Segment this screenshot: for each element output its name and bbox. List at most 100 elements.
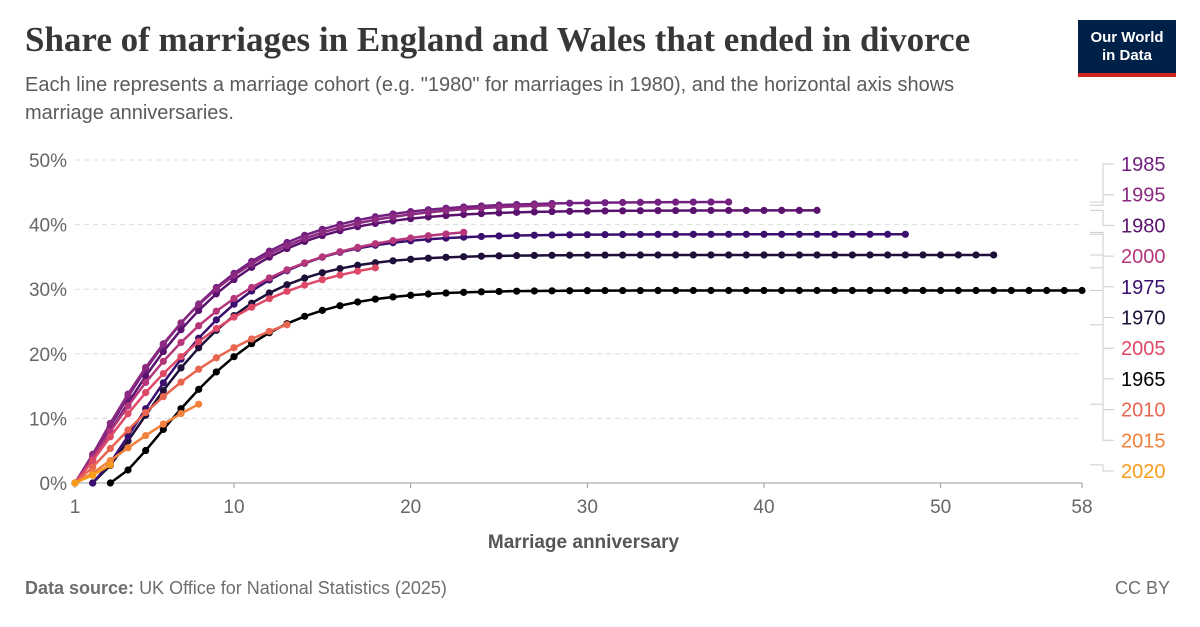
data-point — [654, 251, 662, 259]
data-source: Data source: UK Office for National Stat… — [25, 578, 447, 599]
legend-item-2020[interactable]: 2020 — [1090, 461, 1166, 483]
data-point — [195, 385, 203, 393]
data-point — [424, 254, 432, 262]
series-line-2010 — [74, 323, 288, 484]
data-point — [619, 251, 627, 259]
series-line-1985 — [73, 200, 729, 484]
legend-item-2015[interactable]: 2015 — [1090, 403, 1166, 452]
data-point — [89, 463, 97, 471]
data-point — [477, 204, 485, 212]
data-point — [778, 251, 786, 259]
data-point — [318, 276, 326, 284]
data-point — [778, 206, 786, 215]
data-point — [177, 378, 185, 386]
data-point — [778, 286, 786, 295]
data-point — [707, 251, 715, 259]
data-point — [583, 199, 591, 207]
data-point — [142, 431, 150, 440]
legend-item-1980[interactable]: 1980 — [1090, 209, 1166, 237]
data-point — [336, 248, 344, 256]
data-point — [601, 251, 609, 259]
data-point — [742, 230, 750, 238]
legend-item-1995[interactable]: 1995 — [1090, 185, 1166, 207]
data-point — [954, 286, 962, 295]
y-tick-label: 40% — [29, 216, 67, 237]
legend-connector — [1090, 403, 1114, 441]
data-point — [318, 269, 326, 277]
data-point — [389, 293, 397, 301]
data-point — [407, 291, 415, 299]
data-point — [212, 324, 220, 333]
data-point — [742, 286, 750, 295]
data-point — [177, 353, 185, 361]
data-point — [513, 231, 521, 240]
data-point — [725, 251, 733, 259]
data-point — [230, 313, 238, 321]
data-point — [230, 300, 238, 308]
y-tick-label: 0% — [40, 474, 68, 495]
owid-logo[interactable]: Our World in Data — [1078, 20, 1176, 77]
legend: 1985 1995 1980 2000 1975 1970 2005 1965 2010 2015… — [1090, 154, 1166, 483]
data-point — [89, 471, 97, 479]
data-point — [654, 286, 662, 295]
data-point — [937, 286, 945, 295]
data-point — [707, 206, 715, 215]
data-point — [831, 286, 839, 295]
data-point — [265, 250, 273, 258]
data-point — [106, 419, 114, 427]
data-point — [354, 267, 362, 275]
series-line-1965 — [109, 289, 1082, 485]
data-point — [460, 253, 468, 261]
data-point — [742, 206, 750, 215]
data-point — [283, 241, 291, 250]
data-point — [495, 252, 503, 260]
data-point — [177, 364, 185, 372]
data-point — [954, 251, 962, 259]
data-point — [283, 321, 291, 329]
data-point — [848, 286, 856, 295]
data-point — [248, 335, 256, 343]
data-point — [159, 340, 167, 348]
data-point — [583, 231, 591, 239]
data-point — [530, 251, 538, 260]
data-point — [813, 251, 821, 259]
data-point — [89, 479, 97, 487]
data-point — [619, 207, 627, 215]
data-point — [725, 286, 733, 295]
x-axis-title: Marriage anniversary — [488, 532, 680, 553]
data-point — [495, 203, 503, 211]
data-point — [212, 285, 220, 293]
data-point — [548, 231, 556, 239]
data-point — [707, 198, 715, 206]
data-point — [778, 230, 786, 238]
legend-label: 2020 — [1121, 461, 1166, 483]
data-point — [159, 420, 167, 428]
data-point — [124, 466, 132, 474]
legend-item-1985[interactable]: 1985 — [1090, 154, 1166, 203]
x-tick-label: 50 — [930, 497, 951, 518]
data-point — [371, 264, 379, 272]
data-point — [354, 243, 362, 251]
data-point — [407, 255, 415, 263]
data-point — [583, 207, 591, 215]
series-line-1970 — [91, 253, 994, 484]
data-point — [636, 198, 644, 206]
legend-connector — [1090, 233, 1114, 288]
data-point — [566, 231, 574, 239]
legend-label: 1970 — [1121, 308, 1166, 330]
data-point — [566, 199, 574, 207]
x-axis-ticks: 1 10 20 30 40 50 58 — [70, 482, 1093, 518]
legend-item-2010[interactable]: 2010 — [1090, 324, 1166, 422]
data-point — [548, 201, 556, 209]
legend-label: 2010 — [1121, 400, 1166, 422]
data-point — [901, 286, 909, 295]
data-point — [513, 202, 521, 210]
data-point — [901, 251, 909, 259]
data-point — [248, 283, 256, 292]
data-point — [672, 198, 680, 206]
license[interactable]: CC BY — [1114, 578, 1170, 598]
data-point — [159, 386, 167, 395]
logo-line-1: Our World — [1090, 29, 1164, 46]
data-point — [460, 205, 468, 213]
legend-item-2000[interactable]: 2000 — [1090, 231, 1166, 268]
